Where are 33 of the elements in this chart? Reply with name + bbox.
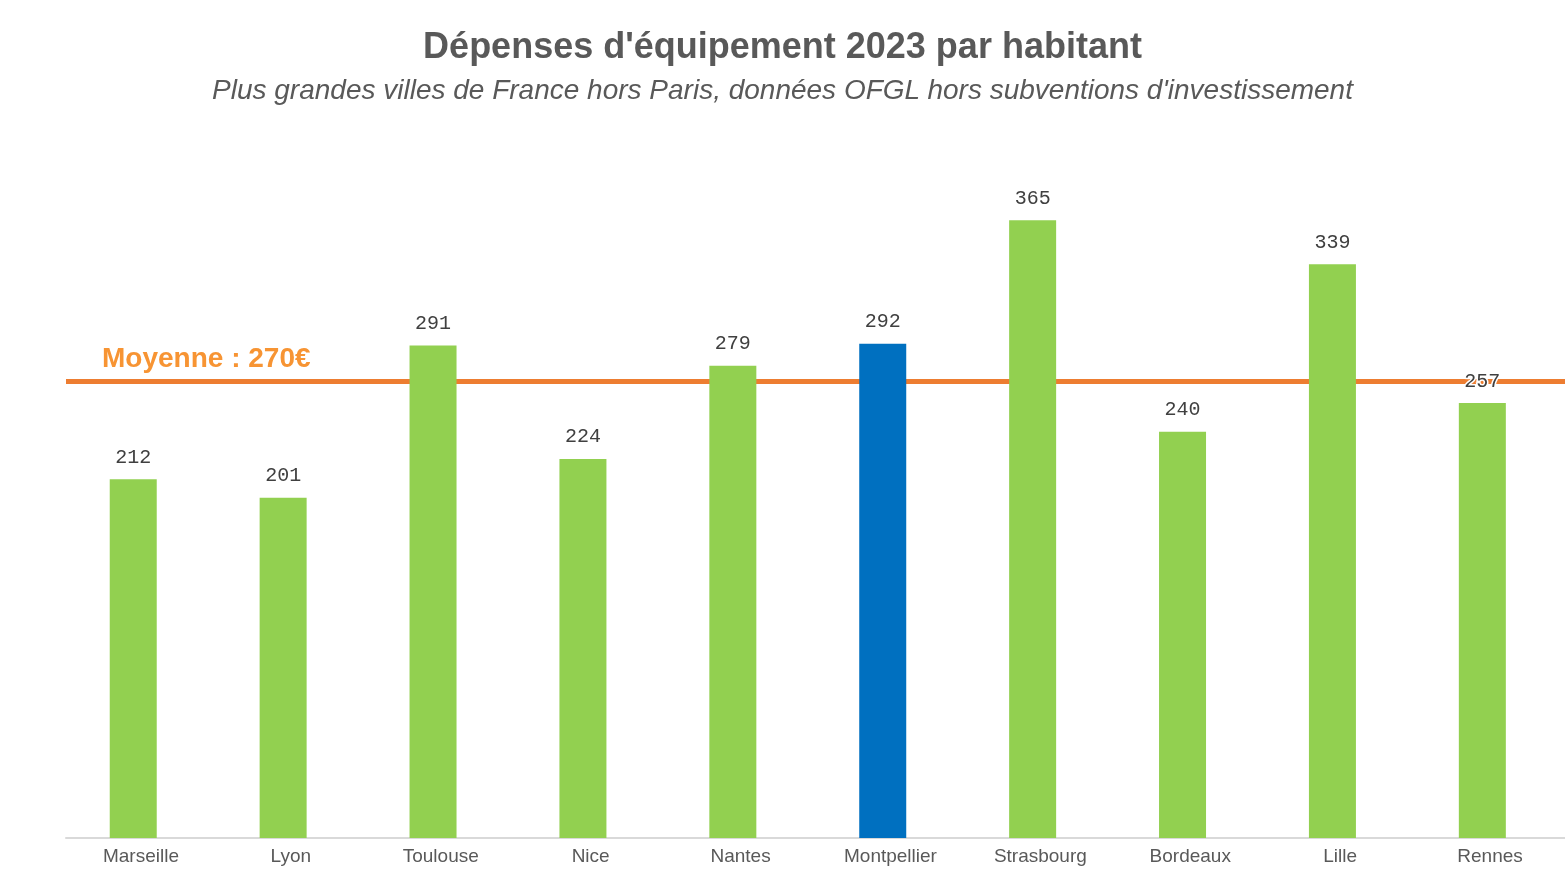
data-label: 257 — [1464, 369, 1501, 393]
x-tick-label: Rennes — [1457, 845, 1523, 866]
bar — [1458, 403, 1506, 838]
bar — [1159, 431, 1207, 838]
x-tick-label: Montpellier — [843, 845, 938, 866]
data-label: 339 — [1314, 230, 1351, 254]
data-label: 212 — [115, 445, 152, 469]
data-label: 240 — [1164, 398, 1201, 422]
x-tick-label: Bordeaux — [1149, 845, 1232, 866]
x-tick-label: Nantes — [710, 845, 771, 866]
data-label: 365 — [1014, 186, 1051, 210]
ref-line-label: Moyenne : 270€ — [102, 341, 311, 373]
bar — [859, 343, 907, 838]
bar — [1009, 220, 1057, 838]
bar — [559, 458, 607, 838]
data-label: 292 — [864, 310, 901, 334]
data-label: 279 — [714, 332, 751, 356]
x-tick-label: Lille — [1323, 845, 1358, 866]
data-label: 201 — [265, 464, 302, 488]
bar — [109, 479, 157, 838]
x-tick-label: Marseille — [102, 845, 179, 866]
chart-title: Dépenses d'équipement 2023 par habitant — [423, 24, 1142, 66]
bar — [259, 497, 307, 838]
data-label: 291 — [415, 311, 452, 335]
data-label: 224 — [564, 425, 601, 449]
bar — [709, 365, 757, 838]
chart-subtitle: Plus grandes villes de France hors Paris, données OFGL hors subventions d'investissement — [212, 73, 1355, 105]
x-tick-label: Toulouse — [402, 845, 479, 866]
x-tick-label: Lyon — [270, 845, 312, 866]
x-tick-label: Nice — [571, 845, 610, 866]
bar — [1308, 264, 1356, 838]
bar — [409, 345, 457, 838]
x-tick-label: Strasbourg — [993, 845, 1087, 866]
